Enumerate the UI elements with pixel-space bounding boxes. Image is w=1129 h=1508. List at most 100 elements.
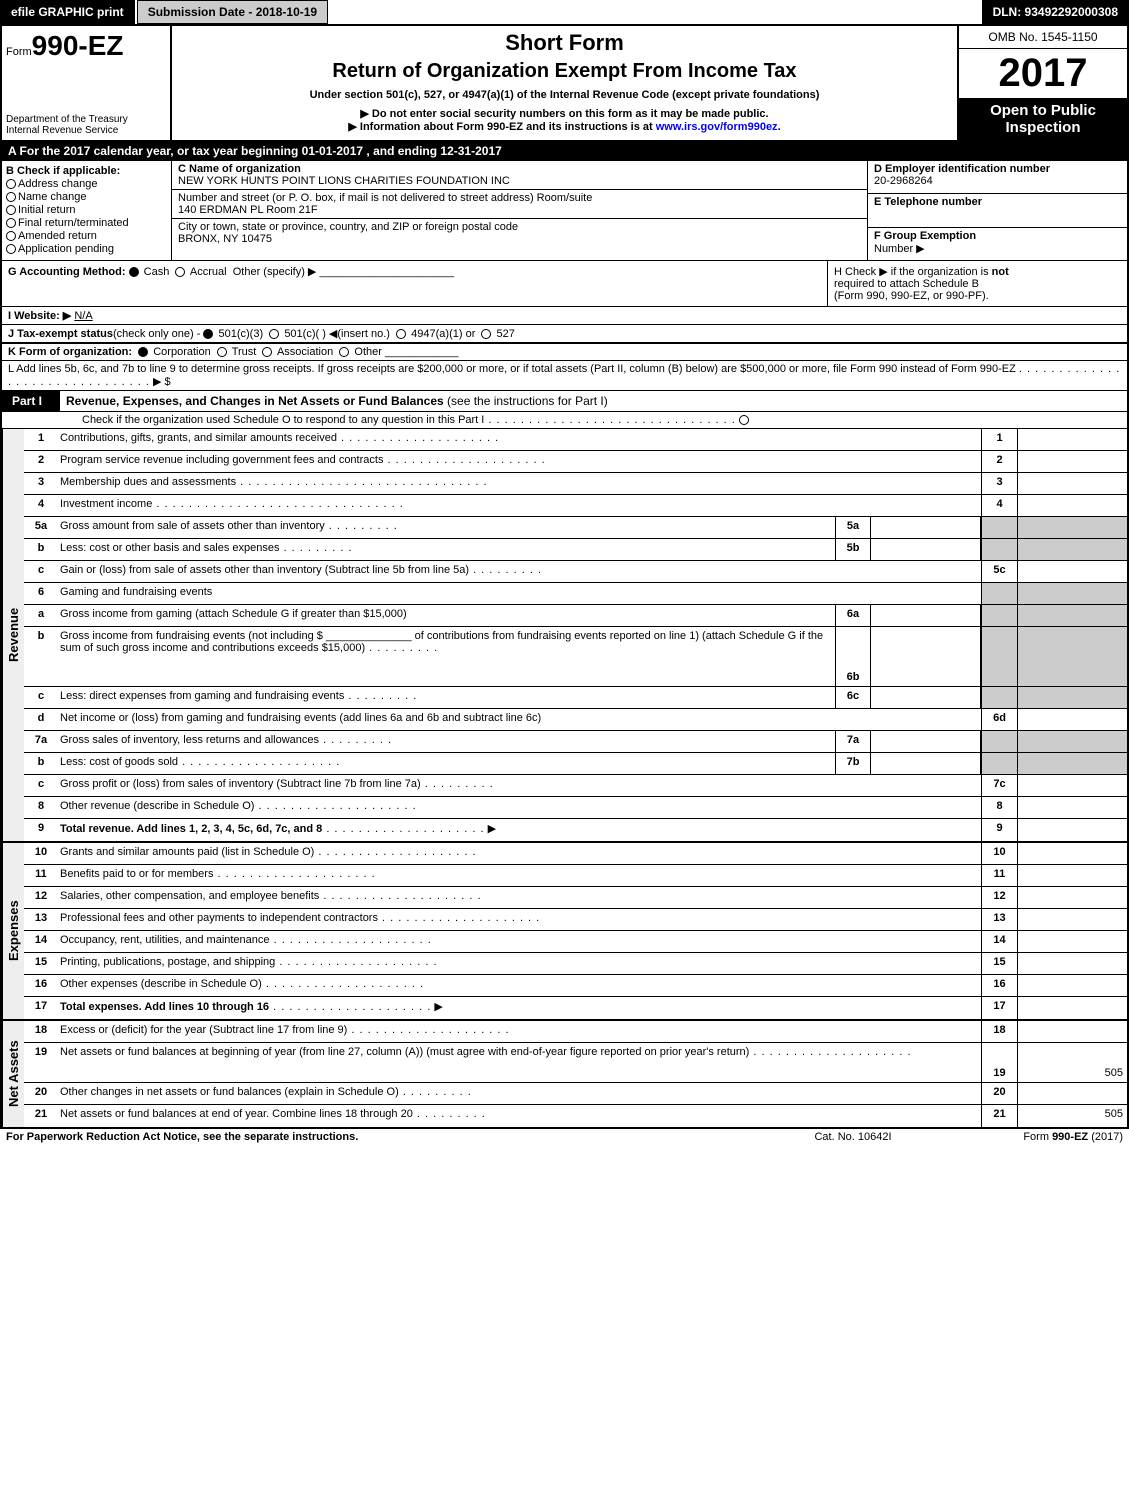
line-midval — [871, 605, 981, 626]
l-text: L Add lines 5b, 6c, and 7b to line 9 to … — [8, 363, 1016, 375]
chk-name-change[interactable]: Name change — [6, 191, 167, 203]
radio-4947-icon[interactable] — [396, 329, 406, 339]
form-990ez: Form990-EZ Department of the Treasury In… — [0, 24, 1129, 1129]
line-midbox: 6a — [835, 605, 871, 626]
j-o1: 501(c)(3) — [219, 328, 264, 340]
k-o1: Corporation — [153, 346, 210, 358]
radio-other-icon[interactable] — [339, 347, 349, 357]
line-rval-shade — [1017, 539, 1127, 560]
form-title: Return of Organization Exempt From Incom… — [180, 60, 949, 83]
header-right: OMB No. 1545-1150 2017 Open to Public In… — [957, 26, 1127, 140]
line-rval — [1017, 953, 1127, 974]
line-rnum-shade — [981, 627, 1017, 686]
line-rnum: 20 — [981, 1083, 1017, 1104]
line-rnum: 13 — [981, 909, 1017, 930]
line-num: 15 — [24, 953, 58, 974]
radio-icon — [6, 192, 16, 202]
line-rval — [1017, 473, 1127, 494]
page-footer: For Paperwork Reduction Act Notice, see … — [0, 1129, 1129, 1145]
radio-icon — [6, 205, 16, 215]
line-desc: Gain or (loss) from sale of assets other… — [58, 561, 981, 582]
line-num: 8 — [24, 797, 58, 818]
line-rval-shade — [1017, 605, 1127, 626]
line-rnum-shade — [981, 687, 1017, 708]
l-arrow: ▶ $ — [153, 376, 171, 388]
footer-notice: For Paperwork Reduction Act Notice, see … — [6, 1131, 753, 1143]
k-form-org-row: K Form of organization: Corporation Trus… — [2, 344, 1127, 361]
row-a-pre: A For the 2017 calendar year, or tax yea… — [8, 144, 302, 158]
col-b-checkboxes: B Check if applicable: Address change Na… — [2, 161, 172, 260]
top-bar: efile GRAPHIC print Submission Date - 20… — [0, 0, 1129, 24]
line-20: 20Other changes in net assets or fund ba… — [24, 1083, 1127, 1105]
row-a-tax-year: A For the 2017 calendar year, or tax yea… — [2, 142, 1127, 161]
i-label: I Website: ▶ — [8, 310, 71, 322]
line-rnum: 18 — [981, 1021, 1017, 1042]
line-num: a — [24, 605, 58, 626]
netassets-sidebar-label: Net Assets — [2, 1021, 24, 1127]
row-a-mid: , and ending — [363, 144, 440, 158]
j-tax-exempt-row: J Tax-exempt status(check only one) - 50… — [2, 325, 1127, 344]
line-num: b — [24, 627, 58, 686]
schedule-o-check-icon[interactable] — [739, 415, 749, 425]
line-num: 6 — [24, 583, 58, 604]
chk-address-change[interactable]: Address change — [6, 178, 167, 190]
chk-amended-return[interactable]: Amended return — [6, 230, 167, 242]
h-not: not — [992, 266, 1009, 278]
addr-label: Number and street (or P. O. box, if mail… — [178, 192, 592, 204]
line-18: 18Excess or (deficit) for the year (Subt… — [24, 1021, 1127, 1043]
chk-final-return[interactable]: Final return/terminated — [6, 217, 167, 229]
row-a-end: 12-31-2017 — [440, 144, 501, 158]
irs-link[interactable]: www.irs.gov/form990ez — [656, 121, 778, 133]
chk-application-pending[interactable]: Application pending — [6, 243, 167, 255]
radio-527-icon[interactable] — [481, 329, 491, 339]
line-rval — [1017, 709, 1127, 730]
line-num: b — [24, 753, 58, 774]
efile-print-button[interactable]: efile GRAPHIC print — [0, 0, 135, 24]
j-sub: (check only one) - — [113, 328, 203, 340]
f-label: F Group Exemption — [874, 230, 976, 242]
line-rnum: 6d — [981, 709, 1017, 730]
line-desc: Professional fees and other payments to … — [58, 909, 981, 930]
l17-bold: Total expenses. Add lines 10 through 16 — [60, 1001, 269, 1013]
line-desc: Gaming and fundraising events — [58, 583, 981, 604]
line-desc: Excess or (deficit) for the year (Subtra… — [58, 1021, 981, 1042]
line-rval — [1017, 495, 1127, 516]
line-rval — [1017, 843, 1127, 864]
radio-accrual-icon[interactable] — [175, 267, 185, 277]
chk-lbl-4: Amended return — [18, 230, 97, 242]
line-midbox: 7a — [835, 731, 871, 752]
g-other: Other (specify) ▶ — [233, 266, 317, 278]
netassets-lines: 18Excess or (deficit) for the year (Subt… — [24, 1021, 1127, 1127]
line-rnum-shade — [981, 539, 1017, 560]
line-3: 3Membership dues and assessments3 — [24, 473, 1127, 495]
line-num: 4 — [24, 495, 58, 516]
line-num: d — [24, 709, 58, 730]
footer-f3-post: (2017) — [1088, 1131, 1123, 1143]
short-form-title: Short Form — [180, 30, 949, 56]
line-rnum: 15 — [981, 953, 1017, 974]
line-num: b — [24, 539, 58, 560]
radio-corp-icon[interactable] — [138, 347, 148, 357]
line-desc: Membership dues and assessments — [58, 473, 981, 494]
line-num: 10 — [24, 843, 58, 864]
line-rnum: 9 — [981, 819, 1017, 841]
radio-501c3-icon[interactable] — [203, 329, 213, 339]
radio-assoc-icon[interactable] — [262, 347, 272, 357]
expenses-sidebar-label: Expenses — [2, 843, 24, 1019]
chk-initial-return[interactable]: Initial return — [6, 204, 167, 216]
radio-cash-icon[interactable] — [129, 267, 139, 277]
submission-date-button[interactable]: Submission Date - 2018-10-19 — [137, 0, 328, 24]
chk-lbl-3: Final return/terminated — [18, 217, 129, 229]
j-label: J Tax-exempt status — [8, 328, 113, 340]
l9-bold: Total revenue. Add lines 1, 2, 3, 4, 5c,… — [60, 823, 322, 835]
form-prefix: Form — [6, 46, 32, 58]
radio-501c-icon[interactable] — [269, 329, 279, 339]
line-rval-shade — [1017, 583, 1127, 604]
line-num: 13 — [24, 909, 58, 930]
line-midbox: 5a — [835, 517, 871, 538]
chk-lbl-2: Initial return — [18, 204, 75, 216]
line-13: 13Professional fees and other payments t… — [24, 909, 1127, 931]
part-1-label: Part I — [2, 391, 60, 411]
line-8: 8Other revenue (describe in Schedule O)8 — [24, 797, 1127, 819]
radio-trust-icon[interactable] — [217, 347, 227, 357]
